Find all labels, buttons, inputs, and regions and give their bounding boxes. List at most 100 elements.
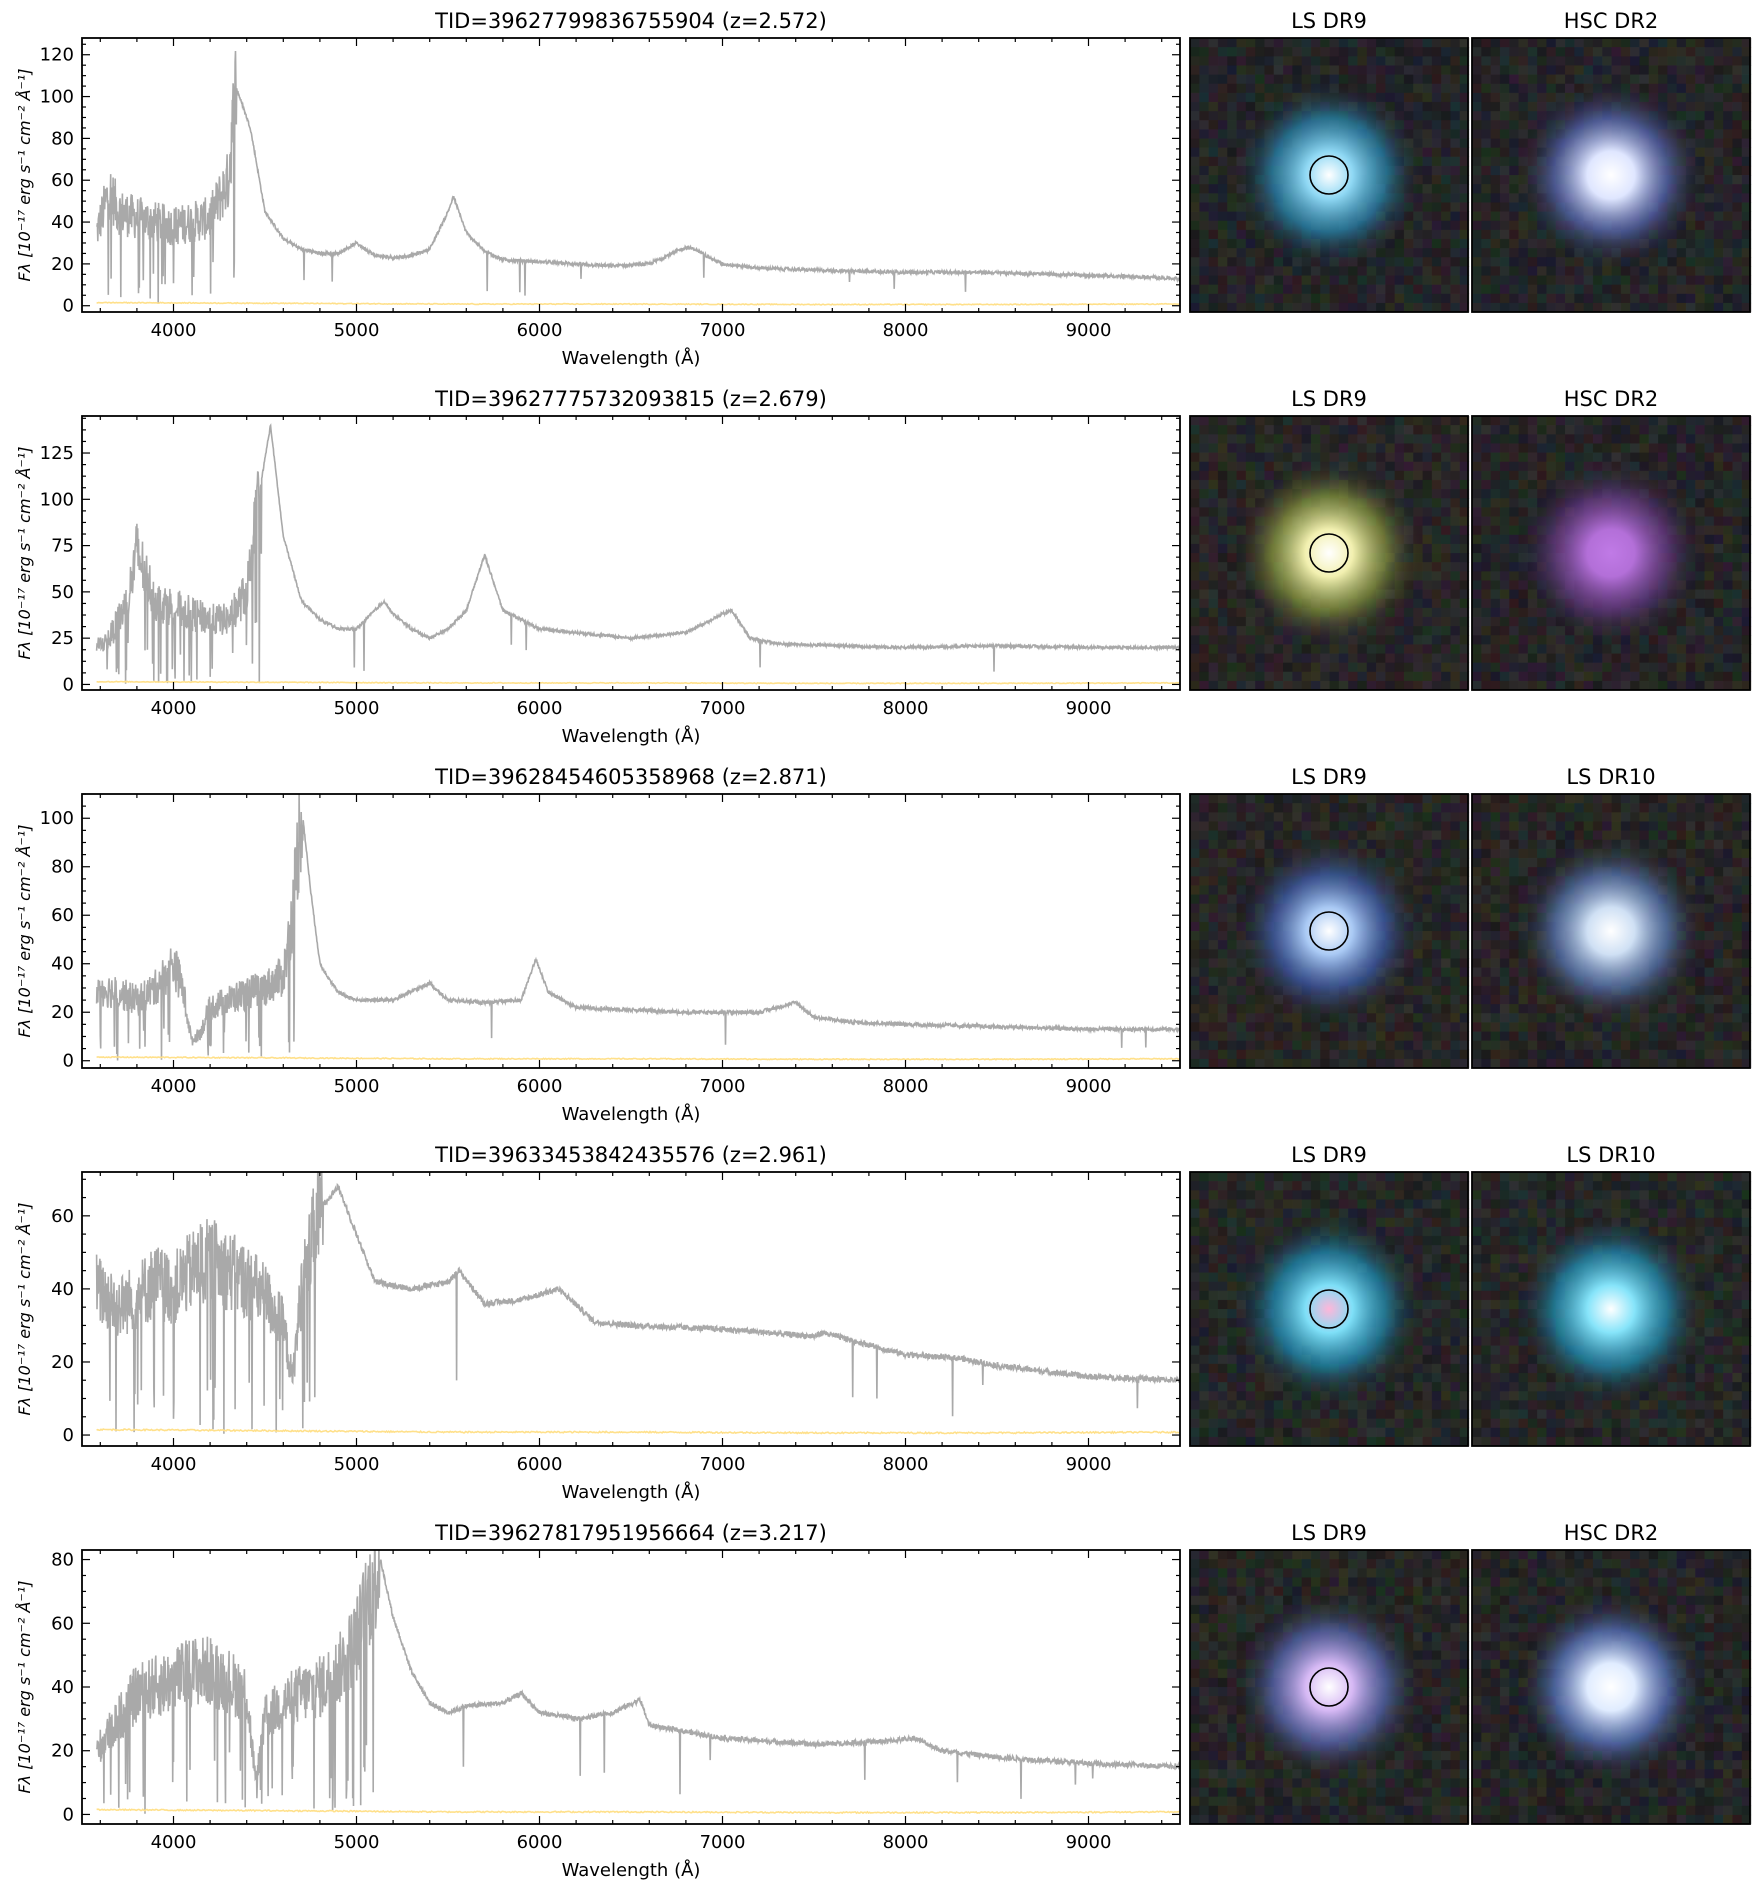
noise-pixel (1459, 985, 1470, 996)
noise-pixel (1366, 65, 1377, 75)
noise-pixel (1199, 1031, 1209, 1041)
noise-pixel (1320, 680, 1330, 691)
noise-pixel (1713, 534, 1724, 545)
noise-pixel (1713, 479, 1724, 490)
noise-pixel (1366, 461, 1377, 472)
noise-pixel (1338, 284, 1349, 295)
noise-pixel (1329, 1031, 1340, 1041)
noise-pixel (1602, 434, 1612, 444)
noise-pixel (1490, 284, 1501, 295)
noise-pixel (1490, 65, 1501, 75)
noise-pixel (1459, 894, 1470, 904)
noise-pixel (1499, 443, 1510, 453)
noise-pixel (1592, 794, 1603, 804)
noise-pixel (1348, 47, 1358, 57)
noise-pixel (1199, 912, 1209, 923)
noise-pixel (1630, 65, 1640, 75)
noise-pixel (1481, 434, 1491, 444)
noise-pixel (1732, 580, 1742, 590)
noise-pixel (1283, 293, 1293, 304)
noise-pixel (1208, 598, 1219, 609)
noise-pixel (1450, 129, 1460, 139)
noise-pixel (1376, 257, 1386, 267)
noise-pixel (1357, 452, 1367, 462)
noise-pixel (1199, 238, 1209, 249)
noise-pixel (1537, 626, 1547, 636)
noise-pixel (1527, 111, 1538, 121)
noise-pixel (1394, 284, 1405, 295)
noise-pixel (1723, 598, 1733, 609)
noise-pixel (1565, 644, 1575, 654)
noise-pixel (1273, 293, 1284, 304)
noise-pixel (1546, 644, 1556, 654)
noise-pixel (1376, 812, 1386, 822)
noise-pixel (1199, 949, 1209, 959)
noise-pixel (1217, 461, 1228, 472)
noise-pixel (1431, 65, 1442, 75)
noise-pixel (1431, 994, 1442, 1005)
noise-pixel (1499, 794, 1510, 804)
noise-pixel (1658, 443, 1668, 453)
noise-pixel (1217, 443, 1228, 453)
noise-pixel (1704, 92, 1715, 103)
noise-pixel (1227, 967, 1237, 977)
noise-pixel (1245, 1004, 1256, 1014)
noise-pixel (1199, 470, 1209, 481)
noise-pixel (1732, 111, 1742, 121)
noise-pixel (1741, 580, 1752, 590)
noise-pixel (1208, 830, 1219, 840)
noise-pixel (1292, 812, 1302, 822)
noise-pixel (1450, 830, 1460, 840)
noise-pixel (1450, 607, 1460, 618)
noise-pixel (1667, 461, 1677, 472)
noise-pixel (1208, 156, 1219, 167)
noise-pixel (1199, 644, 1209, 654)
noise-pixel (1441, 662, 1451, 673)
noise-pixel (1509, 165, 1519, 176)
noise-pixel (1385, 653, 1395, 663)
noise-pixel (1208, 857, 1219, 868)
noise-pixel (1574, 803, 1584, 813)
noise-pixel (1685, 238, 1696, 249)
noise-pixel (1459, 416, 1470, 426)
noise-pixel (1546, 92, 1556, 103)
noise-pixel (1292, 1058, 1302, 1069)
y-tick-label: 40 (51, 954, 74, 975)
noise-pixel (1685, 443, 1696, 453)
noise-pixel (1732, 302, 1742, 313)
noise-pixel (1723, 65, 1733, 75)
noise-pixel (1236, 238, 1247, 249)
noise-pixel (1329, 662, 1340, 673)
noise-pixel (1602, 266, 1612, 276)
noise-pixel (1685, 74, 1696, 84)
noise-pixel (1208, 1058, 1219, 1069)
noise-pixel (1620, 662, 1631, 673)
noise-pixel (1190, 994, 1200, 1005)
noise-pixel (1723, 416, 1733, 426)
noise-pixel (1208, 894, 1219, 904)
noise-pixel (1283, 812, 1293, 822)
noise-pixel (1227, 165, 1237, 176)
noise-pixel (1199, 571, 1209, 581)
noise-pixel (1217, 184, 1228, 194)
cutout-image-1: LS DR9 (1189, 9, 1470, 313)
noise-pixel (1199, 56, 1209, 66)
noise-pixel (1704, 293, 1715, 304)
noise-pixel (1385, 74, 1395, 84)
noise-pixel (1310, 266, 1321, 276)
noise-pixel (1403, 662, 1414, 673)
noise-pixel (1283, 83, 1293, 94)
noise-pixel (1704, 165, 1715, 176)
noise-pixel (1273, 257, 1284, 267)
noise-pixel (1227, 38, 1237, 48)
y-tick-label: 60 (51, 905, 74, 926)
noise-pixel (1199, 293, 1209, 304)
noise-pixel (1208, 65, 1219, 75)
noise-pixel (1713, 202, 1724, 212)
noise-pixel (1509, 38, 1519, 48)
noise-pixel (1499, 589, 1510, 599)
noise-pixel (1732, 662, 1742, 673)
noise-pixel (1431, 238, 1442, 249)
noise-pixel (1292, 1040, 1302, 1051)
noise-pixel (1217, 1013, 1228, 1023)
